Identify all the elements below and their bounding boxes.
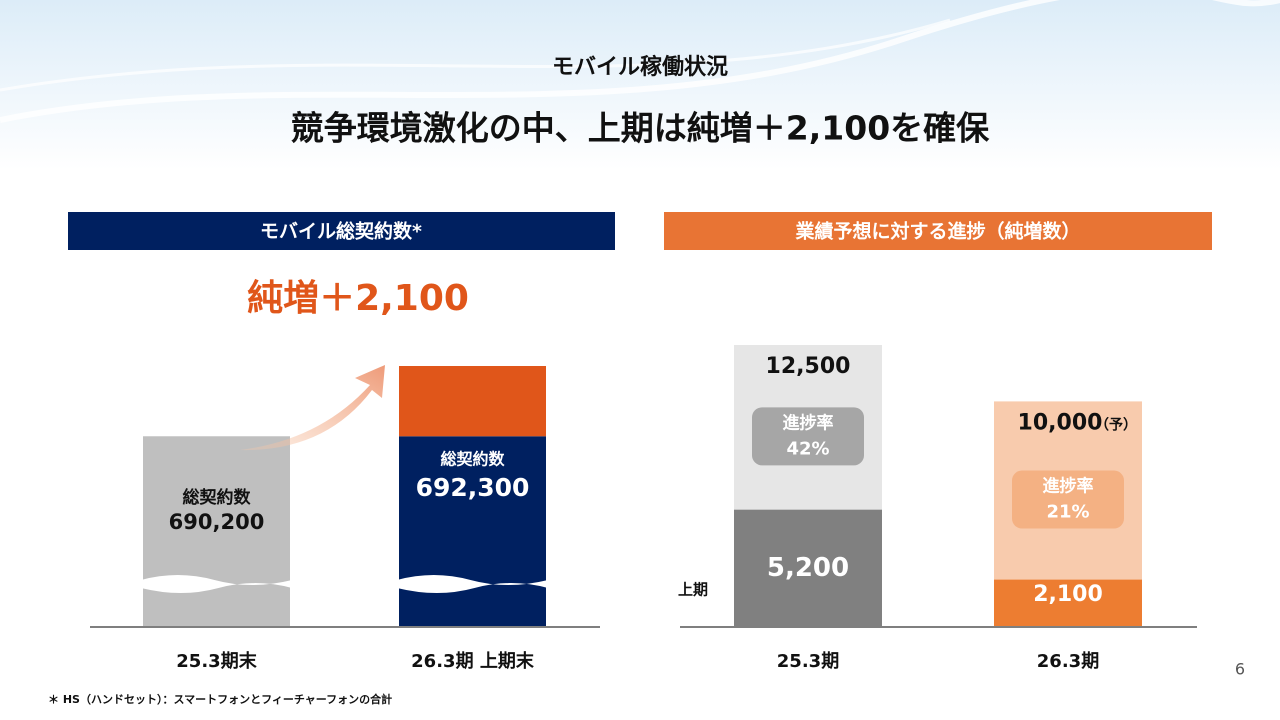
axis-break <box>141 575 292 593</box>
half-label: 5,200 <box>767 553 849 583</box>
progress-value: 42% <box>786 438 829 459</box>
increase-segment <box>399 366 546 437</box>
wave <box>0 18 951 92</box>
x-tick-label: 25.3期 <box>777 651 839 672</box>
series-label: 総契約数 <box>440 450 505 469</box>
panel-header <box>664 212 1212 250</box>
footnote: ＊ HS（ハンドセット）：スマートフォンとフィーチャーフォンの合計 <box>48 692 392 706</box>
half-bar <box>734 509 882 627</box>
target-label: 12,500 <box>766 354 851 379</box>
value-label: 692,300 <box>416 473 530 502</box>
target-label: 10,000 <box>1018 410 1103 435</box>
wave <box>0 0 1280 123</box>
value-label: 690,200 <box>169 510 265 534</box>
half-label: 2,100 <box>1033 582 1103 607</box>
page-number: 6 <box>1235 660 1245 679</box>
axis-break <box>397 575 548 593</box>
x-tick-label: 26.3期 <box>1037 651 1099 672</box>
forecast-label: （予） <box>1095 417 1137 433</box>
title: 競争環境激化の中、上期は純増＋2,100を確保 <box>291 109 990 148</box>
bar <box>399 436 546 627</box>
subtitle: モバイル稼働状況 <box>552 54 728 80</box>
progress-value: 21% <box>1046 502 1089 523</box>
increase-arrow <box>240 365 385 451</box>
panel-title: モバイル総契約数* <box>260 220 422 243</box>
progress-box <box>752 407 864 466</box>
bar <box>143 436 290 627</box>
background <box>0 0 1280 170</box>
headline: 純増＋2,100 <box>247 278 469 319</box>
x-tick-label: 25.3期末 <box>176 650 257 672</box>
x-tick-label: 26.3期 上期末 <box>411 650 535 672</box>
panel-title: 業績予想に対する進捗（純増数） <box>794 220 1080 243</box>
progress-label: 進捗率 <box>1043 476 1094 497</box>
progress-label: 進捗率 <box>783 412 834 433</box>
series-label: 総契約数 <box>183 487 252 508</box>
legend-label: 上期 <box>678 581 708 599</box>
half-bar <box>994 579 1142 627</box>
progress-box <box>1012 470 1124 529</box>
panel-header <box>68 212 615 250</box>
